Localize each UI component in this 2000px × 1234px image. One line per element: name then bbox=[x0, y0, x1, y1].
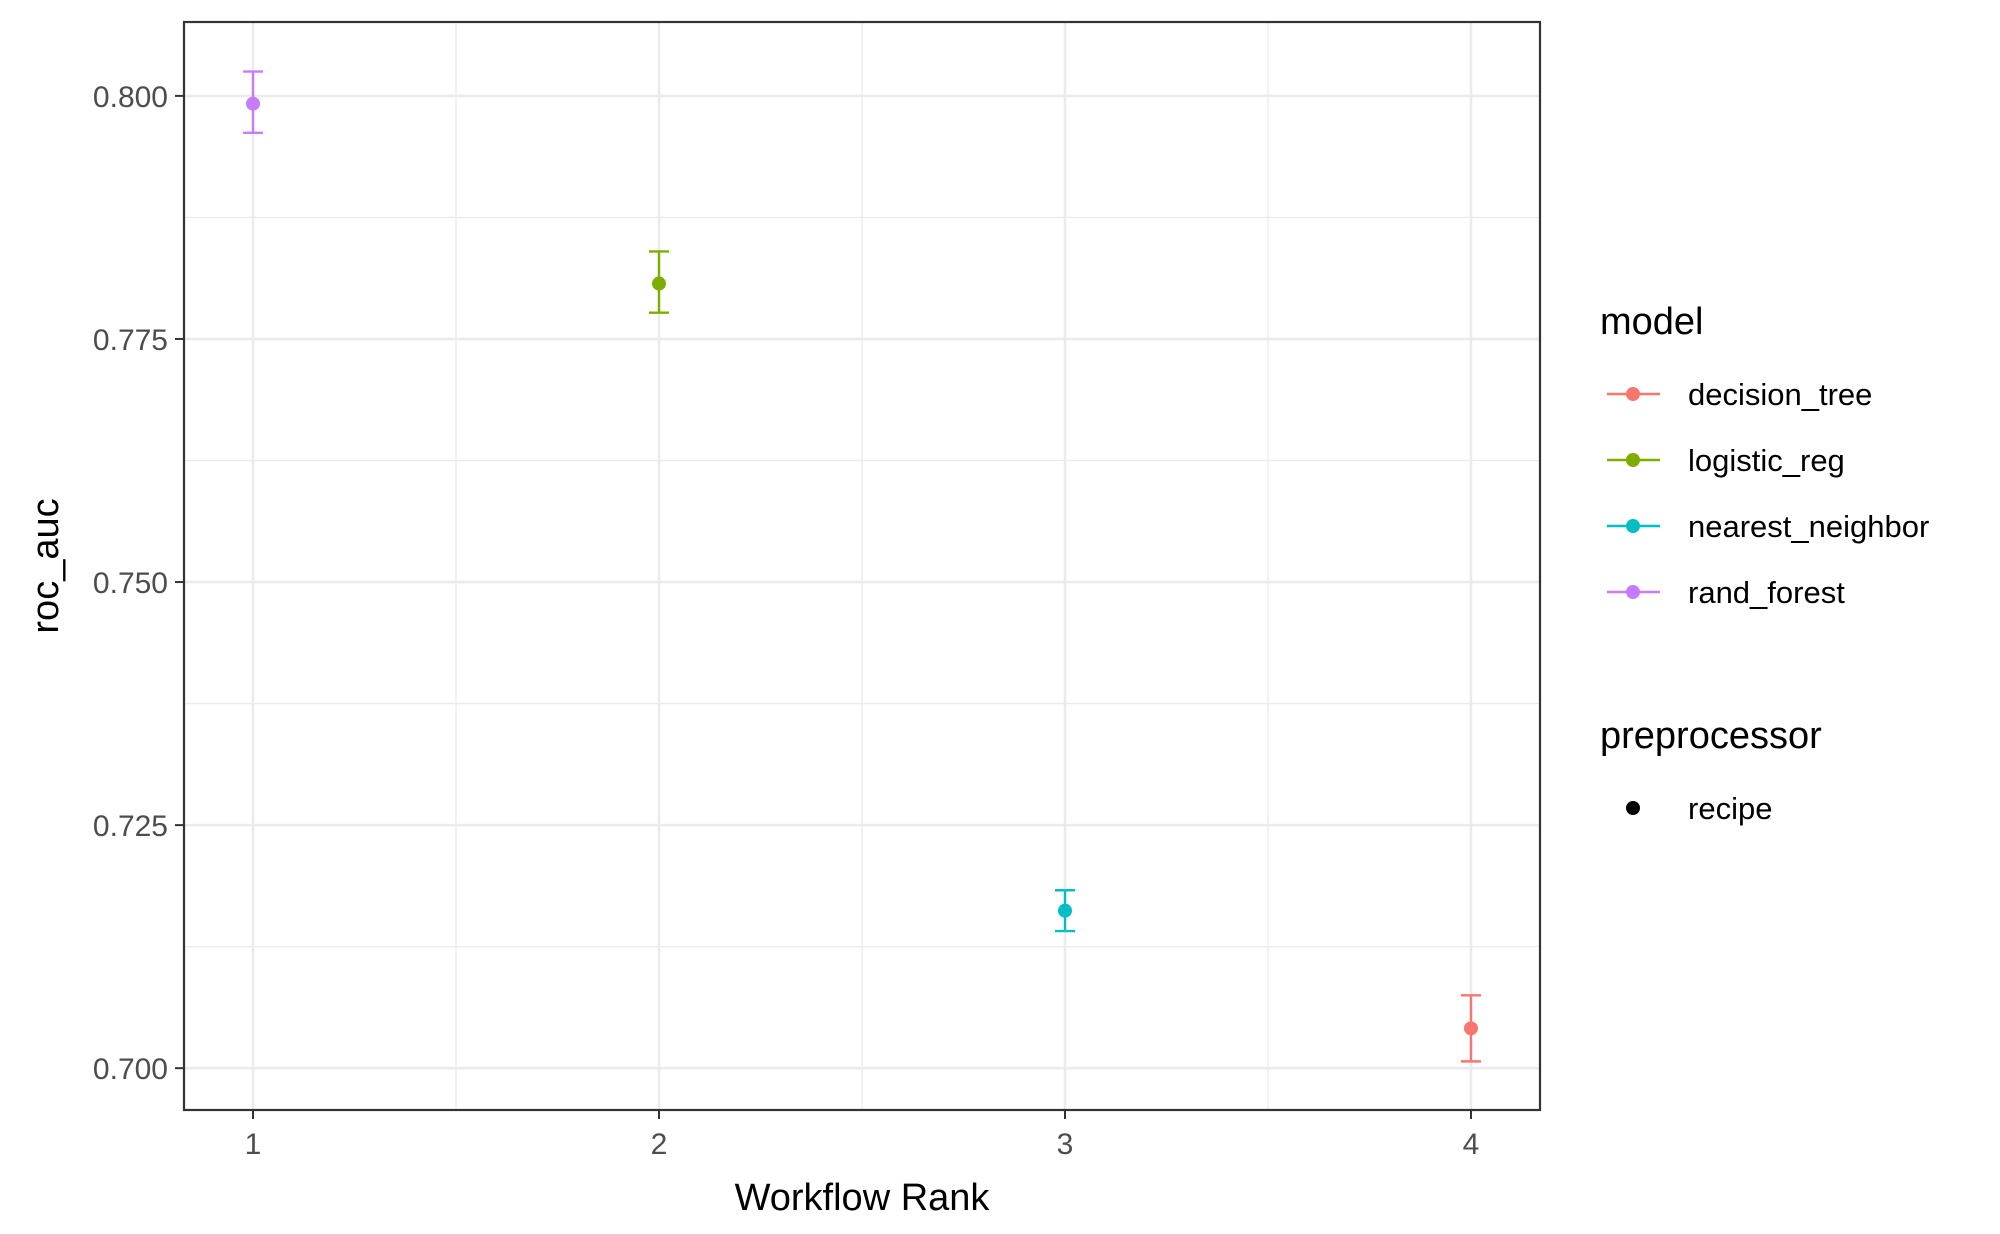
legend-label-nearest_neighbor: nearest_neighbor bbox=[1688, 509, 1929, 544]
legend-title-model: model bbox=[1600, 301, 1704, 343]
y-tick-label: 0.700 bbox=[93, 1053, 168, 1086]
y-tick-label: 0.725 bbox=[93, 810, 168, 843]
data-marks bbox=[243, 70, 1481, 1063]
x-tick-label: 2 bbox=[651, 1128, 668, 1161]
x-tick-label: 3 bbox=[1057, 1128, 1074, 1161]
legend-key-point-recipe bbox=[1626, 801, 1640, 815]
y-tick-label: 0.750 bbox=[93, 567, 168, 600]
legend: model decision_tree logistic_reg nearest_n… bbox=[1600, 301, 1929, 826]
point-nearest_neighbor bbox=[1057, 903, 1072, 918]
legend-key-point-decision_tree bbox=[1626, 387, 1640, 401]
legend-label-decision_tree: decision_tree bbox=[1688, 377, 1872, 412]
x-tick-label: 4 bbox=[1463, 1128, 1480, 1161]
y-tick-label: 0.800 bbox=[93, 81, 168, 114]
x-tick-label: 1 bbox=[245, 1128, 262, 1161]
point-logistic_reg bbox=[652, 276, 667, 291]
legend-key-point-rand_forest bbox=[1626, 585, 1640, 599]
legend-label-logistic_reg: logistic_reg bbox=[1688, 443, 1845, 478]
legend-label-recipe: recipe bbox=[1688, 791, 1772, 826]
legend-title-preprocessor: preprocessor bbox=[1600, 715, 1822, 757]
point-rand_forest bbox=[246, 96, 261, 111]
x-axis: 1 2 3 4 bbox=[245, 1110, 1480, 1161]
plot-panel-border bbox=[182, 20, 1542, 1112]
x-axis-title: Workflow Rank bbox=[735, 1177, 991, 1219]
y-axis-title: roc_auc bbox=[25, 498, 67, 633]
point-decision_tree bbox=[1463, 1021, 1478, 1036]
legend-key-point-logistic_reg bbox=[1626, 453, 1640, 467]
legend-preprocessor-items: recipe bbox=[1626, 791, 1772, 826]
legend-model-items: decision_tree logistic_reg nearest_neighbo… bbox=[1607, 377, 1929, 610]
legend-key-point-nearest_neighbor bbox=[1626, 519, 1640, 533]
y-tick-label: 0.775 bbox=[93, 324, 168, 357]
legend-label-rand_forest: rand_forest bbox=[1688, 575, 1845, 610]
y-axis: 0.700 0.725 0.750 0.775 0.800 bbox=[93, 81, 184, 1086]
minor-gridlines bbox=[184, 22, 1540, 1110]
